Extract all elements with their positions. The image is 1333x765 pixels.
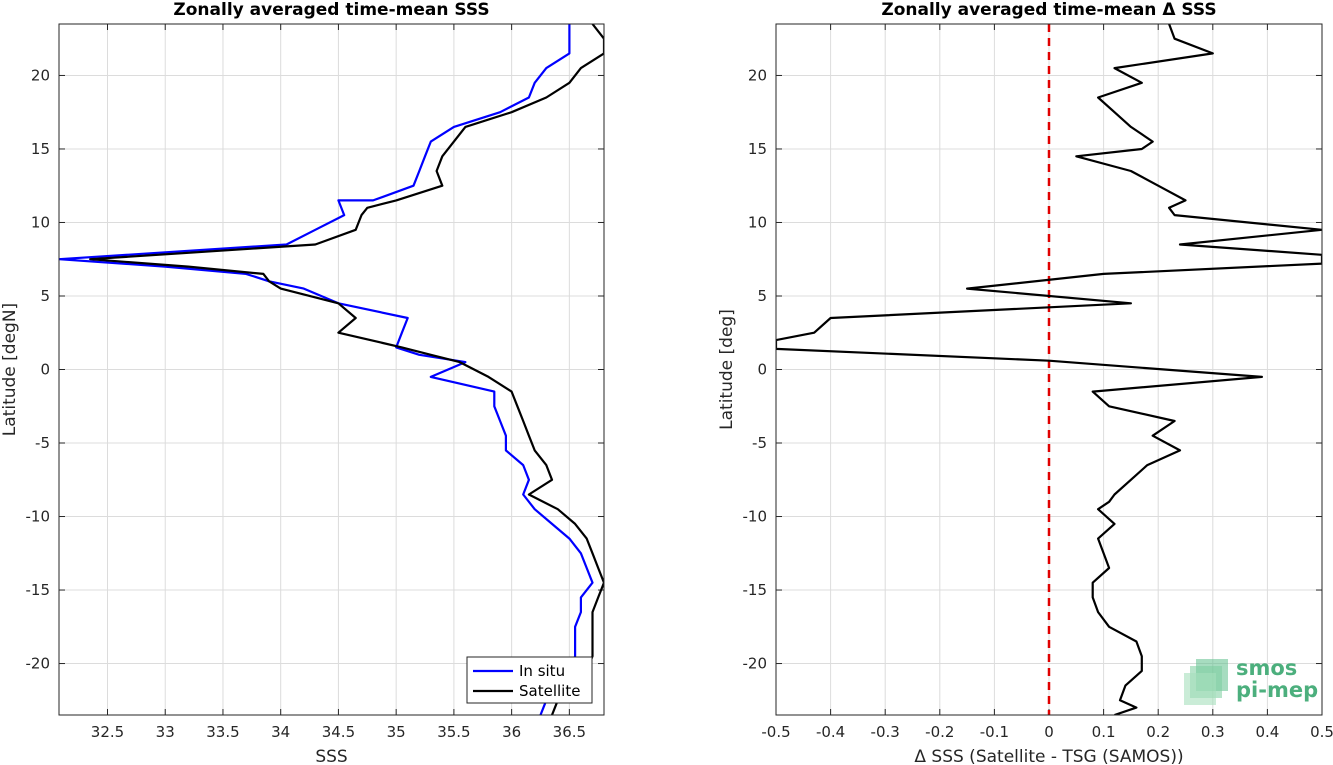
x-tick-label: -0.1 <box>980 723 1009 741</box>
y-tick-label: 10 <box>748 213 767 231</box>
legend: In situ Satellite <box>466 656 593 704</box>
x-tick-label: 36.5 <box>553 723 586 741</box>
delta-sss-profile-plot: -0.5 -0.4 -0.3 -0.2 -0.1 0 0.1 0.2 0.3 0.4 0.5 -20 -… <box>717 0 1333 765</box>
y-tick-label: 10 <box>31 213 50 231</box>
y-tick-label: 0 <box>40 361 50 379</box>
chart-title: Zonally averaged time-mean SSS <box>173 0 489 20</box>
y-tick-label: -5 <box>752 434 767 452</box>
x-tick-label: 33.5 <box>206 723 239 741</box>
x-tick-label: 35 <box>387 723 406 741</box>
logo-emblem-icon <box>1184 659 1228 705</box>
smos-pi-mep-logo: smos pi-mep <box>1184 656 1318 705</box>
y-tick-label: 15 <box>748 140 767 158</box>
satellite-series-line <box>89 24 604 715</box>
x-tick-label: 0.1 <box>1092 723 1116 741</box>
x-axis-label: Δ SSS (Satellite - TSG (SAMOS)) <box>914 747 1183 765</box>
x-tick-label: 35.5 <box>437 723 470 741</box>
logo-text-line2: pi-mep <box>1236 678 1318 702</box>
x-tick-label: 34 <box>271 723 290 741</box>
logo-text-line1: smos <box>1236 656 1297 680</box>
y-tick-label: 5 <box>757 287 767 305</box>
chart-title: Zonally averaged time-mean Δ SSS <box>881 0 1216 20</box>
x-tick-label: 0 <box>1044 723 1054 741</box>
y-axis-label: Latitude [deg] <box>717 309 737 430</box>
legend-entry-label: In situ <box>519 662 565 680</box>
x-tick-label: -0.4 <box>816 723 845 741</box>
x-tick-label: -0.2 <box>925 723 954 741</box>
in-situ-series-line <box>59 24 594 715</box>
x-tick-label: 0.5 <box>1310 723 1333 741</box>
legend-entry-label: Satellite <box>519 682 580 700</box>
y-tick-label: -10 <box>743 508 768 526</box>
y-tick-label: -10 <box>26 508 51 526</box>
y-tick-label: 15 <box>31 140 50 158</box>
legend-box <box>466 656 593 704</box>
x-tick-label: 0.2 <box>1146 723 1170 741</box>
x-axis-label: SSS <box>315 747 347 765</box>
plot-frame <box>58 23 605 716</box>
x-tick-label: 0.4 <box>1255 723 1279 741</box>
y-tick-label: 20 <box>748 66 767 84</box>
x-tick-label: -0.5 <box>761 723 790 741</box>
y-tick-label: 5 <box>40 287 50 305</box>
x-tick-label: 36 <box>502 723 521 741</box>
y-tick-label: -5 <box>35 434 50 452</box>
plot-frame <box>775 23 1323 716</box>
y-tick-label: -15 <box>743 581 768 599</box>
x-tick-label: 33 <box>156 723 175 741</box>
y-tick-label: -20 <box>743 655 768 673</box>
x-tick-label: 32.5 <box>91 723 124 741</box>
sss-profile-plot: 32.5 33 33.5 34 34.5 35 35.5 36 36.5 -20 -15 -10 -5 0… <box>0 0 605 765</box>
y-axis-label: Latitude [degN] <box>0 303 20 436</box>
y-tick-label: 20 <box>31 66 50 84</box>
x-tick-label: -0.3 <box>871 723 900 741</box>
delta-series-line <box>776 24 1322 715</box>
x-tick-label: 34.5 <box>322 723 355 741</box>
x-tick-label: 0.3 <box>1201 723 1225 741</box>
y-tick-label: 0 <box>757 361 767 379</box>
y-tick-label: -15 <box>26 581 51 599</box>
y-tick-label: -20 <box>26 655 51 673</box>
